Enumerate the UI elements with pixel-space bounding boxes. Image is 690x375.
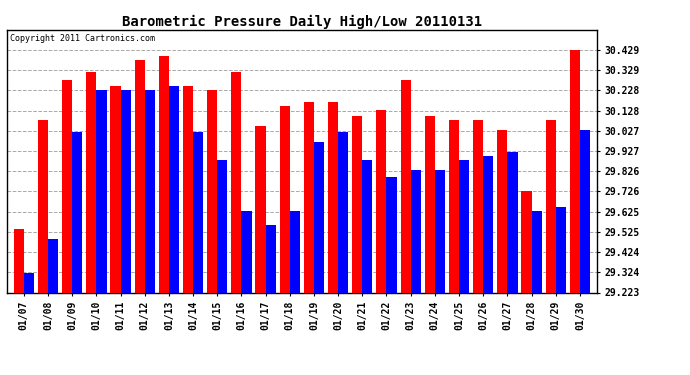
- Bar: [522, 190, 531, 375]
- Bar: [386, 177, 397, 375]
- Bar: [497, 130, 507, 375]
- Bar: [580, 130, 590, 375]
- Bar: [72, 132, 82, 375]
- Bar: [241, 211, 252, 375]
- Bar: [110, 86, 121, 375]
- Bar: [86, 72, 97, 375]
- Bar: [531, 211, 542, 375]
- Bar: [159, 56, 169, 375]
- Bar: [48, 239, 58, 375]
- Bar: [473, 120, 483, 375]
- Text: Copyright 2011 Cartronics.com: Copyright 2011 Cartronics.com: [10, 34, 155, 43]
- Bar: [555, 207, 566, 375]
- Bar: [169, 86, 179, 375]
- Bar: [483, 156, 493, 375]
- Bar: [135, 60, 145, 375]
- Bar: [97, 90, 106, 375]
- Bar: [183, 86, 193, 375]
- Bar: [266, 225, 276, 375]
- Bar: [435, 171, 445, 375]
- Bar: [145, 90, 155, 375]
- Bar: [400, 80, 411, 375]
- Bar: [121, 90, 130, 375]
- Bar: [255, 126, 266, 375]
- Bar: [425, 116, 435, 375]
- Bar: [207, 90, 217, 375]
- Bar: [193, 132, 204, 375]
- Bar: [314, 142, 324, 375]
- Bar: [14, 229, 24, 375]
- Bar: [507, 152, 518, 375]
- Bar: [338, 132, 348, 375]
- Bar: [570, 50, 580, 375]
- Bar: [352, 116, 362, 375]
- Bar: [231, 72, 241, 375]
- Bar: [449, 120, 459, 375]
- Bar: [62, 80, 72, 375]
- Bar: [24, 273, 34, 375]
- Bar: [362, 160, 373, 375]
- Bar: [459, 160, 469, 375]
- Bar: [279, 106, 290, 375]
- Title: Barometric Pressure Daily High/Low 20110131: Barometric Pressure Daily High/Low 20110…: [122, 15, 482, 29]
- Bar: [411, 171, 421, 375]
- Bar: [38, 120, 48, 375]
- Bar: [290, 211, 300, 375]
- Bar: [376, 110, 386, 375]
- Bar: [217, 160, 228, 375]
- Bar: [304, 102, 314, 375]
- Bar: [328, 102, 338, 375]
- Bar: [546, 120, 555, 375]
